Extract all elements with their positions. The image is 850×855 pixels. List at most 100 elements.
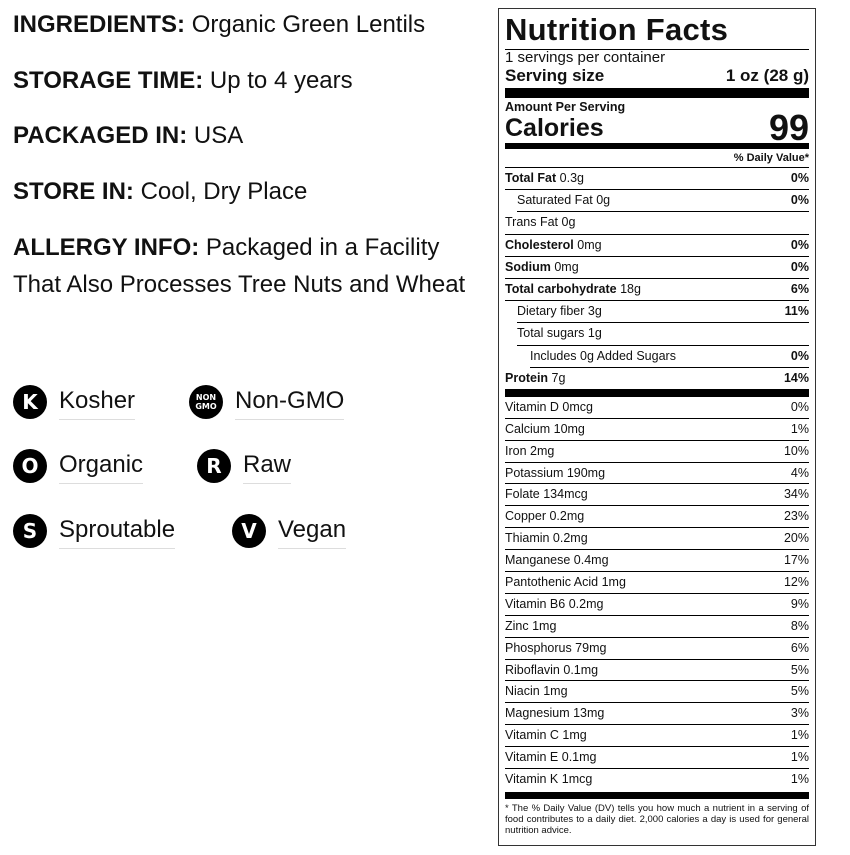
info-label: ALLERGY INFO: <box>13 234 200 261</box>
badge-label: Kosher <box>59 387 136 420</box>
daily-value-header: % Daily Value* <box>505 150 809 168</box>
vitamin-daily-value: 9% <box>790 596 809 611</box>
vitamin-daily-value: 17% <box>783 553 809 568</box>
vitamin-name: Niacin 1mg <box>505 684 568 699</box>
vitamin-daily-value: 5% <box>790 662 809 677</box>
info-label: STORAGE TIME: <box>13 67 204 94</box>
nutrition-facts-label: Nutrition Facts 1 servings per container… <box>498 8 816 846</box>
vitamin-name: Vitamin C 1mg <box>505 728 587 743</box>
vitamin-daily-value: 23% <box>783 509 809 524</box>
nutrient-name: Total sugars 1g <box>517 323 602 344</box>
badge-raw: R Raw <box>197 447 292 484</box>
nutrient-amount: 1g <box>587 326 602 341</box>
vitamin-row: Manganese 0.4mg 17% <box>505 550 809 572</box>
vitamin-row: Potassium 190mg 4% <box>505 463 809 485</box>
nutrient-daily-value: 6% <box>790 281 809 296</box>
vitamin-name: Folate 134mcg <box>505 487 588 502</box>
nutrient-list: Total Fat 0.3g 0% Saturated Fat 0g 0% Trans … <box>505 168 809 389</box>
serving-size-value: 1 oz (28 g) <box>725 66 809 85</box>
servings-per-container: 1 servings per container <box>505 49 666 66</box>
nutrient-row: Saturated Fat 0g 0% <box>517 190 809 213</box>
divider <box>505 791 809 799</box>
nutrient-name: Includes 0g Added Sugars <box>530 346 676 367</box>
nutrient-daily-value: 0% <box>790 259 809 274</box>
nutrient-name: Total Fat 0.3g <box>505 168 584 189</box>
serving-size-label: Serving size <box>505 66 605 85</box>
calories-label: Calories <box>505 114 604 142</box>
vitamin-row: Folate 134mcg 34% <box>505 484 809 507</box>
vitamin-name: Pantothenic Acid 1mg <box>505 575 626 589</box>
badge-organic: O Organic <box>13 447 144 484</box>
nutrient-row: Protein 7g 14% <box>505 368 809 389</box>
vitamin-list: Vitamin D 0mcg 0% Calcium 10mg 1% Iron 2mg 10… <box>505 397 809 790</box>
vitamin-daily-value: 5% <box>790 684 809 699</box>
nutrient-name: Trans Fat 0g <box>505 212 575 233</box>
vitamin-daily-value: 20% <box>783 531 809 546</box>
vitamin-name: Calcium 10mg <box>505 421 585 436</box>
nutrient-daily-value: 14% <box>783 370 809 385</box>
nutrient-amount: 0g <box>596 193 611 208</box>
vitamin-daily-value: 1% <box>790 728 809 743</box>
non-gmo-icon: NON GMO <box>189 384 223 419</box>
vitamin-name: Magnesium 13mg <box>505 706 605 721</box>
divider <box>505 388 809 397</box>
vitamin-daily-value: 4% <box>790 465 809 480</box>
sproutable-icon: S <box>13 513 47 548</box>
nutrient-row: Sodium 0mg 0% <box>505 257 809 279</box>
nutrient-label: Sodium <box>505 259 551 274</box>
vitamin-daily-value: 10% <box>783 443 809 458</box>
nutrient-amount: 7g <box>551 370 566 385</box>
info-value: USA <box>193 122 244 149</box>
nutrient-amount: 3g <box>587 304 602 319</box>
nutrient-row: Total sugars 1g <box>517 323 809 346</box>
vitamin-row: Magnesium 13mg 3% <box>505 703 809 726</box>
nutrient-daily-value: 0% <box>790 193 809 208</box>
vitamin-row: Vitamin B6 0.2mg 9% <box>505 594 809 616</box>
vitamin-row: Vitamin C 1mg 1% <box>505 725 809 748</box>
vitamin-daily-value: 1% <box>790 750 809 765</box>
vitamin-name: Manganese 0.4mg <box>505 553 609 568</box>
serving-size: Serving size 1 oz (28 g) <box>505 66 809 86</box>
nutrient-row: Trans Fat 0g <box>505 212 809 235</box>
info-label: PACKAGED IN: <box>13 122 188 149</box>
vitamin-daily-value: 1% <box>790 421 809 436</box>
vitamin-name: Riboflavin 0.1mg <box>505 662 599 677</box>
footnote: * The % Daily Value (DV) tells you how m… <box>505 802 809 836</box>
nutrient-name: Sodium 0mg <box>505 257 579 278</box>
nutrient-row: Total carbohydrate 18g 6% <box>505 279 809 302</box>
vitamin-name: Potassium 190mg <box>505 465 606 480</box>
vitamin-name: Vitamin K 1mcg <box>505 772 593 787</box>
nutrient-amount: 0.3g <box>559 171 584 185</box>
badge-non-gmo: NON GMO Non-GMO <box>189 383 345 420</box>
vitamin-row: Copper 0.2mg 23% <box>505 506 809 529</box>
organic-icon: O <box>13 448 47 483</box>
nutrient-amount: 0mg <box>554 259 579 274</box>
vitamin-name: Copper 0.2mg <box>505 509 585 524</box>
vitamin-name: Phosphorus 79mg <box>505 640 607 655</box>
vitamin-daily-value: 3% <box>790 706 809 721</box>
nutrient-label: Total carbohydrate <box>505 281 617 296</box>
nutrient-label: Dietary fiber <box>517 304 585 319</box>
nutrient-label: Total sugars <box>517 326 585 341</box>
calories-value: 99 <box>768 107 809 148</box>
badge-label: Non-GMO <box>235 387 345 420</box>
vitamin-row: Phosphorus 79mg 6% <box>505 638 809 660</box>
nutrient-daily-value: 0% <box>790 171 809 185</box>
badge-label: Vegan <box>278 516 347 549</box>
vitamin-name: Vitamin E 0.1mg <box>505 750 597 765</box>
vitamin-name: Zinc 1mg <box>505 618 557 633</box>
vitamin-row: Riboflavin 0.1mg 5% <box>505 660 809 682</box>
info-value: Cool, Dry Place <box>140 178 308 205</box>
kosher-icon: K <box>13 384 47 419</box>
info-packaged-in: PACKAGED IN: USA <box>13 117 488 154</box>
vitamin-name: Vitamin B6 0.2mg <box>505 596 604 611</box>
nutrition-title: Nutrition Facts <box>505 13 809 50</box>
badge-label: Raw <box>243 451 292 484</box>
vitamin-daily-value: 8% <box>790 618 809 633</box>
info-value: Organic Green Lentils <box>191 11 426 38</box>
vitamin-row: Thiamin 0.2mg 20% <box>505 528 809 551</box>
vitamin-row: Pantothenic Acid 1mg 12% <box>505 572 809 594</box>
nutrient-label: Trans Fat <box>505 215 559 230</box>
info-storage-time: STORAGE TIME: Up to 4 years <box>13 62 488 99</box>
badge-label: Sproutable <box>59 516 176 549</box>
